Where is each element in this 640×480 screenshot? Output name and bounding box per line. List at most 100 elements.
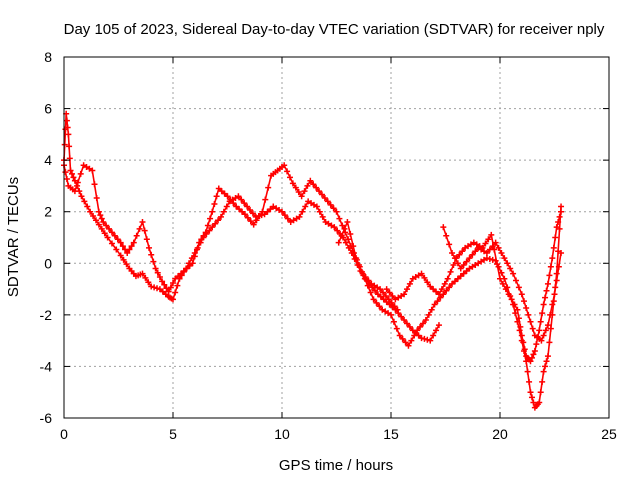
data-point [327, 201, 334, 208]
data-point [126, 246, 133, 253]
y-tick-label: 6 [44, 101, 52, 117]
data-point [399, 335, 406, 342]
data-point [235, 193, 242, 200]
data-point [299, 208, 306, 215]
data-point [172, 289, 179, 296]
data-point [555, 219, 562, 226]
data-point [143, 236, 150, 243]
y-tick-label: 2 [44, 204, 52, 220]
data-point [238, 196, 245, 203]
data-point [91, 181, 98, 188]
data-point [512, 277, 519, 284]
data-point [151, 284, 158, 291]
data-point [483, 255, 490, 262]
data-point [430, 332, 437, 339]
x-tick-label: 5 [169, 426, 177, 442]
data-point [350, 243, 357, 250]
data-point [469, 251, 476, 258]
data-point [402, 339, 409, 346]
data-point [435, 291, 442, 298]
data-point [406, 323, 413, 330]
data-point [502, 286, 509, 293]
data-point [495, 244, 502, 251]
data-point [61, 141, 68, 148]
data-point [244, 203, 251, 210]
data-point [296, 213, 303, 220]
data-point [544, 322, 551, 329]
data-point [114, 236, 121, 243]
data-point [313, 203, 320, 210]
data-point [170, 280, 176, 287]
data-point [527, 389, 534, 396]
data-point [247, 206, 254, 213]
data-point [364, 282, 371, 289]
data-point [353, 255, 360, 262]
data-point [356, 262, 363, 269]
chart-title: Day 105 of 2023, Sidereal Day-to-day VTE… [64, 21, 605, 38]
data-point [494, 261, 501, 268]
data-point [403, 286, 410, 293]
data-point [331, 224, 338, 231]
data-point [281, 162, 288, 169]
data-point [341, 225, 348, 232]
data-point [530, 351, 537, 358]
data-point [549, 301, 556, 308]
data-point [547, 311, 554, 318]
data-point [259, 208, 266, 215]
data-point [466, 255, 473, 262]
y-tick-label: -4 [40, 358, 53, 374]
data-point [525, 311, 532, 318]
data-point [141, 227, 148, 234]
series-line [442, 226, 562, 342]
data-point [286, 174, 293, 181]
data-point [446, 241, 453, 248]
data-point [211, 200, 218, 207]
data-point [344, 219, 351, 226]
y-tick-label: -2 [40, 307, 53, 323]
data-point [106, 225, 113, 232]
data-point [284, 168, 291, 175]
data-point [241, 211, 248, 218]
data-point [425, 311, 432, 318]
data-point [418, 335, 425, 342]
data-point [421, 335, 428, 342]
data-point [330, 205, 337, 212]
data-point [213, 193, 220, 200]
data-point [483, 249, 490, 256]
data-point [498, 249, 505, 256]
data-point [414, 327, 421, 334]
data-point [454, 260, 461, 267]
data-point [100, 219, 107, 226]
data-point [98, 215, 105, 222]
series-layer [61, 110, 565, 411]
data-point [489, 256, 496, 263]
data-point [161, 281, 168, 288]
data-point [459, 248, 466, 255]
data-point [174, 282, 181, 289]
data-point [542, 294, 549, 301]
data-point [385, 296, 392, 303]
data-point [388, 311, 394, 318]
data-point [136, 225, 143, 232]
x-tick-label: 20 [492, 426, 508, 442]
data-point [347, 231, 354, 238]
data-point [515, 315, 522, 322]
data-point [256, 213, 263, 220]
data-point [558, 249, 565, 256]
data-point [376, 303, 383, 310]
data-point [250, 221, 257, 228]
data-point [358, 268, 365, 275]
data-point [65, 131, 72, 138]
data-point [365, 277, 372, 284]
data-point [417, 323, 424, 330]
data-point [336, 215, 343, 222]
data-point [543, 358, 550, 365]
data-point [321, 194, 328, 201]
data-point [544, 280, 551, 287]
data-point [217, 213, 224, 220]
data-point [456, 251, 463, 258]
y-tick-label: 4 [44, 152, 52, 168]
data-point [101, 230, 108, 237]
data-point [433, 327, 440, 334]
data-point [70, 174, 77, 181]
